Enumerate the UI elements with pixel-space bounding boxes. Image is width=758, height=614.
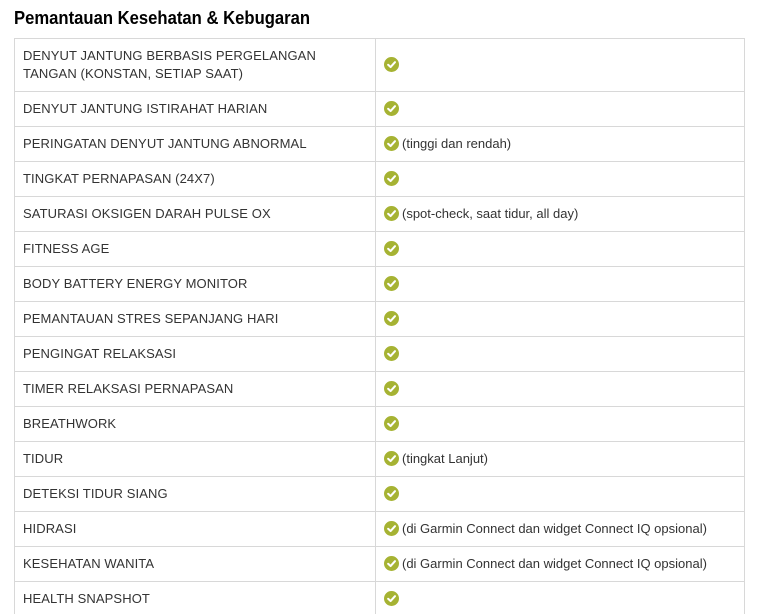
feature-name: HEALTH SNAPSHOT bbox=[14, 581, 376, 614]
feature-name: TIDUR bbox=[14, 441, 376, 477]
check-circle-icon bbox=[384, 171, 399, 186]
feature-note: (tinggi dan rendah) bbox=[402, 136, 512, 151]
feature-availability: (spot-check, saat tidur, all day) bbox=[375, 196, 745, 232]
feature-name: TIMER RELAKSASI PERNAPASAN bbox=[14, 371, 376, 407]
feature-name: HIDRASI bbox=[14, 511, 376, 547]
feature-availability bbox=[375, 476, 745, 512]
feature-availability: (di Garmin Connect dan widget Connect IQ… bbox=[375, 511, 745, 547]
feature-name: KESEHATAN WANITA bbox=[14, 546, 376, 582]
feature-availability bbox=[375, 266, 745, 302]
feature-name: DENYUT JANTUNG BERBASIS PERGELANGAN TANG… bbox=[14, 38, 376, 92]
page-title: Pemantauan Kesehatan & Kebugaran bbox=[14, 7, 311, 28]
feature-note: (spot-check, saat tidur, all day) bbox=[402, 206, 579, 221]
feature-note: (tingkat Lanjut) bbox=[402, 451, 488, 466]
check-circle-icon bbox=[384, 311, 399, 326]
table-row: TIDUR (tingkat Lanjut) bbox=[14, 441, 745, 477]
feature-name: PEMANTAUAN STRES SEPANJANG HARI bbox=[14, 301, 376, 337]
feature-name: DETEKSI TIDUR SIANG bbox=[14, 476, 376, 512]
table-row: PEMANTAUAN STRES SEPANJANG HARI bbox=[14, 301, 745, 337]
table-row: DENYUT JANTUNG BERBASIS PERGELANGAN TANG… bbox=[14, 38, 745, 92]
check-circle-icon bbox=[384, 556, 399, 571]
table-row: PERINGATAN DENYUT JANTUNG ABNORMAL (ting… bbox=[14, 126, 745, 162]
feature-name: TINGKAT PERNAPASAN (24X7) bbox=[14, 161, 376, 197]
feature-note: (di Garmin Connect dan widget Connect IQ… bbox=[402, 521, 707, 536]
table-row: FITNESS AGE bbox=[14, 231, 745, 267]
feature-availability bbox=[375, 38, 745, 92]
table-row: BREATHWORK bbox=[14, 406, 745, 442]
table-row: TIMER RELAKSASI PERNAPASAN bbox=[14, 371, 745, 407]
check-circle-icon bbox=[384, 451, 399, 466]
features-table-body: DENYUT JANTUNG BERBASIS PERGELANGAN TANG… bbox=[14, 38, 745, 614]
feature-note: (di Garmin Connect dan widget Connect IQ… bbox=[402, 556, 707, 571]
table-row: SATURASI OKSIGEN DARAH PULSE OX (spot-ch… bbox=[14, 196, 745, 232]
table-row: DENYUT JANTUNG ISTIRAHAT HARIAN bbox=[14, 91, 745, 127]
table-row: HIDRASI (di Garmin Connect dan widget Co… bbox=[14, 511, 745, 547]
check-circle-icon bbox=[384, 136, 399, 151]
feature-availability bbox=[375, 336, 745, 372]
feature-name: SATURASI OKSIGEN DARAH PULSE OX bbox=[14, 196, 376, 232]
table-row: TINGKAT PERNAPASAN (24X7) bbox=[14, 161, 745, 197]
check-circle-icon bbox=[384, 206, 399, 221]
check-circle-icon bbox=[384, 276, 399, 291]
features-table: DENYUT JANTUNG BERBASIS PERGELANGAN TANG… bbox=[14, 38, 745, 614]
check-circle-icon bbox=[384, 241, 399, 256]
feature-availability: (tinggi dan rendah) bbox=[375, 126, 745, 162]
check-circle-icon bbox=[384, 346, 399, 361]
feature-availability bbox=[375, 161, 745, 197]
table-row: HEALTH SNAPSHOT bbox=[14, 581, 745, 614]
feature-availability bbox=[375, 581, 745, 614]
table-row: BODY BATTERY ENERGY MONITOR bbox=[14, 266, 745, 302]
feature-name: PENGINGAT RELAKSASI bbox=[14, 336, 376, 372]
feature-name: FITNESS AGE bbox=[14, 231, 376, 267]
feature-availability: (tingkat Lanjut) bbox=[375, 441, 745, 477]
feature-availability bbox=[375, 406, 745, 442]
table-row: KESEHATAN WANITA (di Garmin Connect dan … bbox=[14, 546, 745, 582]
feature-availability: (di Garmin Connect dan widget Connect IQ… bbox=[375, 546, 745, 582]
check-circle-icon bbox=[384, 521, 399, 536]
feature-name: BODY BATTERY ENERGY MONITOR bbox=[14, 266, 376, 302]
feature-name: DENYUT JANTUNG ISTIRAHAT HARIAN bbox=[14, 91, 376, 127]
check-circle-icon bbox=[384, 416, 399, 431]
check-circle-icon bbox=[384, 57, 399, 72]
feature-availability bbox=[375, 301, 745, 337]
table-row: DETEKSI TIDUR SIANG bbox=[14, 476, 745, 512]
table-row: PENGINGAT RELAKSASI bbox=[14, 336, 745, 372]
check-circle-icon bbox=[384, 101, 399, 116]
feature-availability bbox=[375, 91, 745, 127]
feature-name: BREATHWORK bbox=[14, 406, 376, 442]
feature-availability bbox=[375, 371, 745, 407]
feature-name: PERINGATAN DENYUT JANTUNG ABNORMAL bbox=[14, 126, 376, 162]
check-circle-icon bbox=[384, 591, 399, 606]
check-circle-icon bbox=[384, 381, 399, 396]
check-circle-icon bbox=[384, 486, 399, 501]
feature-availability bbox=[375, 231, 745, 267]
